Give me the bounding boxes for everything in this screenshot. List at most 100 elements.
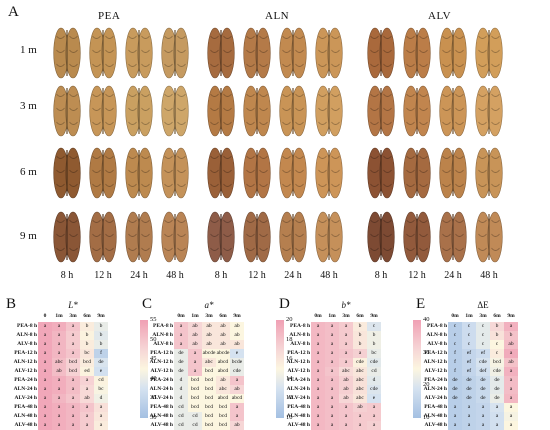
kernel-alv-r1-c4 [475,27,503,79]
heatmap-d-cell: abc [339,367,353,376]
heatmap-c-row-label: ALV-12 h [150,368,173,374]
heatmap-b-cell: a [38,322,52,331]
heatmap-c-cell: bcd [216,412,230,421]
heatmap-e-cell: a [504,385,518,394]
heatmap-b-cell: a [80,403,94,412]
heatmap-c-cell: a [230,376,244,385]
kernel-aln-r3-c2 [243,147,271,199]
heatmap-b-cell: bcd [66,367,80,376]
heatmap-c-cell: a [230,412,244,421]
heatmap-b-cell: a [94,403,108,412]
heatmap-c-cell: abc [202,358,216,367]
heatmap-e-row-label: ALN-8 h [426,332,447,338]
heatmap-c-cell: a [174,331,188,340]
heatmap-b-cell: a [52,331,66,340]
heatmap-e-cell: de [476,385,490,394]
column-label-aln-12h: 12 h [248,270,266,281]
heatmap-e-cell: c [490,349,504,358]
kernel-alv-r4-c2 [403,211,431,263]
kernel-alv-r3-c3 [439,147,467,199]
kernel-alv-r2-c2 [403,85,431,137]
heatmap-c-cell: bcd [202,412,216,421]
heatmap-b-cell: a [66,322,80,331]
heatmap-c-cell: bcd [216,421,230,430]
heatmap-c-cell: ab [230,340,244,349]
heatmap-c-col-label: 1m [191,313,199,319]
kernel-alv-r4-c4 [475,211,503,263]
heatmap-b-cell: a [66,340,80,349]
heatmap-e-cell: de [448,376,462,385]
heatmap-b-cell: a [66,349,80,358]
heatmap-b-colorbar-tick: 55 [150,316,157,323]
heatmap-d-cell: a [311,421,325,430]
heatmap-d-cell: a [339,358,353,367]
heatmap-b-cell: ed [80,367,94,376]
heatmap-c-cell: d [174,394,188,403]
heatmap-c-cell: bcd [202,367,216,376]
heatmap-c-cell: ab [188,340,202,349]
kernel-aln-r2-c2 [243,85,271,137]
kernel-aln-r4-c3 [279,211,307,263]
heatmap-d-cell: a [325,367,339,376]
heatmap-c-cell: cd [188,421,202,430]
heatmap-d-col-label: 6m [356,313,364,319]
heatmap-e-title: ΔE [477,300,489,310]
heatmap-d-cell: a [339,331,353,340]
heatmap-c-cell: cd [174,403,188,412]
heatmap-c-cell: bcd [188,403,202,412]
heatmap-b-cell: bcd [80,358,94,367]
heatmap-e-row-label: PEA-24 h [424,377,447,383]
heatmap-b-cell: a [52,349,66,358]
heatmap-c-cell: a [188,367,202,376]
heatmap-c-colorbar-tick: 12 [286,394,293,402]
heatmap-c-cell: ab [188,331,202,340]
heatmap-b-cell: e [94,367,108,376]
kernel-aln-r2-c3 [279,85,307,137]
heatmap-e-cell: a [490,403,504,412]
heatmap-b-cell: a [52,403,66,412]
heatmap-e-cell: c [448,340,462,349]
column-label-aln-24h: 24 h [284,270,302,281]
heatmap-d-cell: a [339,403,353,412]
heatmap-c-cell: bcd [188,376,202,385]
kernel-alv-r4-c1 [367,211,395,263]
heatmap-b-cell: a [38,349,52,358]
heatmap-d-cell: a [325,385,339,394]
heatmap-e-col-label: 9m [507,313,515,319]
heatmap-d-cell: a [325,394,339,403]
heatmap-d-cell: a [311,367,325,376]
heatmap-d-cell: d [367,376,381,385]
heatmap-d-cell: b [367,340,381,349]
group-title-pea: PEA [98,10,121,22]
heatmap-b-col-label: 3m [69,313,77,319]
heatmap-d-col-label: 3m [342,313,350,319]
heatmap-d-cell: a [311,403,325,412]
heatmap-e-cell: a [504,403,518,412]
heatmap-e-cell: c [476,322,490,331]
heatmap-d-colorbar-tick: 20 [423,381,430,389]
column-label-alv-24h: 24 h [444,270,462,281]
column-label-alv-8h: 8 h [374,270,388,281]
heatmap-c-row-label: ALV-8 h [153,341,173,347]
heatmap-c-cell: a [188,349,202,358]
heatmap-b-cell: a [80,376,94,385]
heatmap-b-colorbar-tick: 35 [150,394,157,402]
heatmap-d-cell: a [325,322,339,331]
heatmap-c-cell: ab [230,385,244,394]
heatmap-e-cell: a [476,403,490,412]
kernel-pea-r2-c4 [161,85,189,137]
heatmap-d-cell: cd [367,367,381,376]
heatmap-b-col-label: 1m [55,313,63,319]
heatmap-c-row-label: PEA-12 h [150,350,173,356]
heatmap-d-row-label: ALV-24 h [287,395,310,401]
heatmap-c-row-label: ALV-48 h [150,422,173,428]
heatmap-c-cell: bcd [202,376,216,385]
kernel-aln-r3-c4 [315,147,343,199]
heatmap-d-cell: ab [339,385,353,394]
heatmap-c-cell: cde [230,367,244,376]
column-label-pea-12h: 12 h [94,270,112,281]
heatmap-e-cell: de [490,394,504,403]
heatmap-b-cell: a [94,412,108,421]
heatmap-b-col-label: 6m [83,313,91,319]
heatmap-c-cell: abcde [202,349,216,358]
